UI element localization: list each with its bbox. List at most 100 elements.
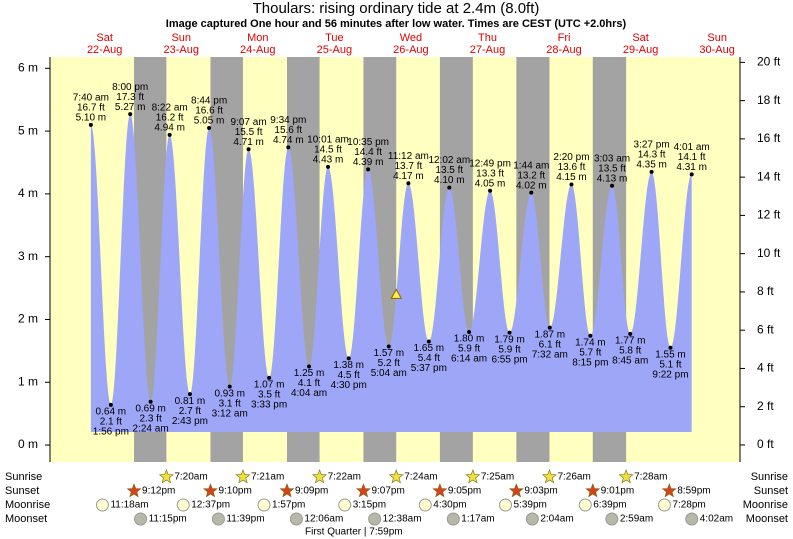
day-name: Wed	[400, 32, 422, 44]
day-date: 29-Aug	[623, 44, 658, 56]
tide-label: 5.27 m	[115, 102, 146, 113]
sunset-time: 9:05pm	[448, 486, 481, 497]
moonset-time: 12:06am	[304, 514, 343, 525]
tide-label: 4.17 m	[393, 171, 424, 182]
sunset-time: 8:59pm	[677, 486, 710, 497]
moonrise-time: 4:30pm	[433, 500, 466, 511]
tide-label: 10:01 am	[307, 135, 349, 146]
day-name: Sun	[707, 32, 727, 44]
day-name: Mon	[247, 32, 268, 44]
moonset-icon	[685, 512, 699, 526]
sunset-icon	[126, 483, 142, 498]
row-label: Moonset	[5, 513, 47, 525]
tide-label: 4:30 pm	[331, 380, 367, 391]
tide-label: 4.05 m	[475, 178, 506, 189]
sunset-time: 9:01pm	[601, 486, 634, 497]
tide-label: 7:32 am	[532, 349, 568, 360]
moonset-time: 1:17am	[461, 514, 494, 525]
sunrise-time: 7:26am	[557, 472, 590, 483]
moonrise-icon	[578, 498, 592, 512]
row-label: Sunset	[754, 485, 788, 497]
y-tick-label: 3 m	[18, 249, 38, 263]
day-name: Fri	[558, 32, 571, 44]
tide-label: 11:12 am	[388, 151, 429, 162]
sunset-time: 9:10pm	[218, 486, 251, 497]
y2-tick-label: 20 ft	[757, 55, 781, 69]
tide-point	[668, 345, 673, 350]
tide-point	[108, 402, 113, 407]
y-tick-label: 0 m	[18, 437, 38, 451]
tide-point	[689, 172, 694, 177]
tide-label: 1.38 m	[333, 360, 364, 371]
current-marker	[390, 288, 403, 299]
moonrise-icon	[338, 498, 352, 512]
moonrise-icon	[257, 498, 271, 512]
moonrise-time: 12:37pm	[191, 500, 230, 511]
tide-point	[307, 364, 312, 369]
sunset-icon	[585, 483, 601, 498]
row-label: Sunrise	[5, 471, 42, 483]
sunset-icon	[202, 483, 218, 498]
tide-label: 1.25 m	[294, 368, 325, 379]
day-date: 27-Aug	[470, 44, 505, 56]
moonrise-icon	[95, 498, 109, 512]
chart-subtitle: Image captured One hour and 56 minutes a…	[166, 18, 627, 30]
tide-point	[447, 185, 452, 190]
y2-tick-label: 16 ft	[757, 131, 781, 145]
row-label: Moonrise	[5, 499, 50, 511]
sunset-time: 9:03pm	[524, 486, 557, 497]
moonset-icon	[134, 512, 148, 526]
sunrise-time: 7:25am	[481, 472, 514, 483]
tide-label: 0.81 m	[175, 396, 206, 407]
moonrise-time: 11:18am	[110, 500, 148, 511]
tide-label: 3:03 am	[594, 153, 630, 164]
tide-point	[547, 325, 552, 330]
tide-label: 4.1 ft	[298, 378, 320, 389]
sunrise-icon	[618, 469, 634, 484]
day-date: 25-Aug	[317, 44, 352, 56]
tide-label: 3.5 ft	[258, 390, 280, 401]
moonrise-time: 7:28pm	[672, 500, 705, 511]
day-name: Thu	[478, 32, 497, 44]
tide-point	[488, 188, 493, 193]
moonset-time: 12:38am	[383, 514, 422, 525]
tide-label: 16.7 ft	[77, 102, 105, 113]
day-date: 23-Aug	[163, 44, 198, 56]
moonrise-time: 3:15pm	[353, 500, 386, 511]
tide-label: 1:44 am	[513, 160, 549, 171]
day-name: Sun	[171, 32, 191, 44]
tide-label: 5.8 ft	[619, 346, 641, 357]
moonrise-icon	[657, 498, 671, 512]
moonrise-icon	[176, 498, 190, 512]
y2-tick-label: 8 ft	[757, 284, 774, 298]
tide-label: 4.02 m	[516, 180, 547, 191]
tide-point	[649, 169, 654, 174]
tide-label: 4.39 m	[353, 157, 384, 168]
tide-label: 2:20 pm	[553, 152, 589, 163]
sunset-time: 9:09pm	[295, 486, 328, 497]
tide-label: 13.3 ft	[476, 168, 504, 179]
tide-label: 4.94 m	[154, 123, 185, 134]
day-name: Tue	[325, 32, 344, 44]
sunset-time: 9:07pm	[371, 486, 404, 497]
tide-label: 5.05 m	[194, 116, 225, 127]
tide-point	[610, 183, 615, 188]
y2-tick-label: 4 ft	[757, 361, 774, 375]
tide-point	[326, 164, 331, 169]
sunset-time: 9:12pm	[142, 486, 175, 497]
tide-label: 5.9 ft	[498, 344, 520, 355]
tide-point	[246, 147, 251, 152]
day-name: Sat	[96, 32, 113, 44]
sunset-icon	[661, 483, 677, 498]
tide-label: 0.69 m	[135, 403, 166, 414]
tide-label: 16.6 ft	[195, 106, 223, 117]
tide-label: 8:22 am	[152, 103, 188, 114]
tide-label: 8:45 am	[612, 356, 648, 367]
sunrise-icon	[465, 469, 481, 484]
tide-label: 0.64 m	[96, 407, 127, 418]
tide-area	[90, 114, 692, 432]
tide-label: 15.5 ft	[235, 127, 263, 138]
tide-label: 3:27 pm	[634, 140, 670, 151]
tide-point	[207, 125, 212, 130]
